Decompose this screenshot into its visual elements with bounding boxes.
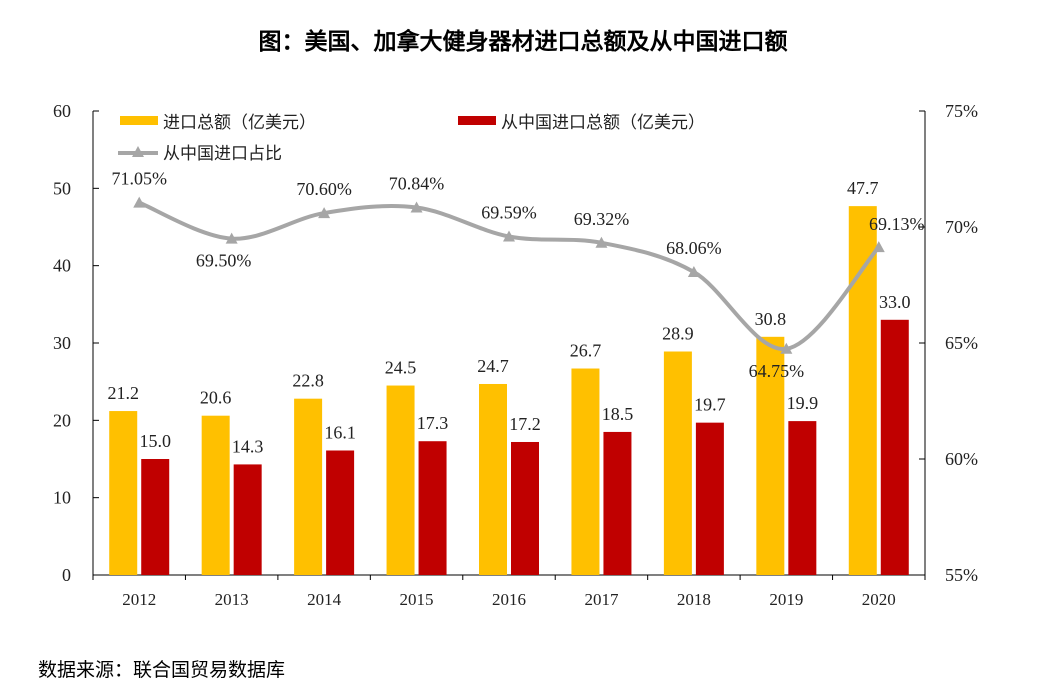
bar-china [141,459,170,575]
x-tick-label: 2016 [492,590,526,609]
bar-label: 19.9 [787,393,819,413]
legend-label-share: 从中国进口占比 [163,144,282,164]
right-tick-label: 70% [945,217,978,237]
bar-total [201,415,230,575]
x-tick-label: 2017 [584,590,619,609]
legend-swatch-total [120,116,158,125]
bar-label: 47.7 [847,178,879,198]
line-marker [503,230,515,242]
line-marker [225,232,238,244]
bar-label: 21.2 [107,383,139,403]
right-tick-label: 65% [945,333,978,353]
line-label: 68.06% [666,238,722,258]
left-tick-label: 50 [53,178,71,198]
left-tick-label: 30 [53,333,71,353]
bar-label: 14.3 [232,436,264,456]
bar-total [756,336,785,575]
right-tick-label: 75% [945,101,978,121]
legend-label-china: 从中国进口总额（亿美元） [501,113,705,133]
left-tick-label: 40 [53,256,71,276]
bar-label: 22.8 [292,371,324,391]
bar-label: 26.7 [570,341,602,361]
line-marker [780,342,793,354]
x-tick-label: 2015 [400,590,434,609]
bar-total [848,206,877,575]
bar-china [603,431,632,575]
bar-total [479,383,507,575]
line-marker [133,196,146,208]
bar-china [788,421,817,575]
line-marker [687,266,700,278]
left-tick-label: 0 [62,565,71,585]
x-tick-label: 2013 [215,590,249,609]
bar-label: 24.7 [477,356,509,376]
bar-china [326,450,355,575]
legend-marker-share [132,146,144,157]
x-tick-label: 2020 [862,590,896,609]
line-label: 64.75% [749,361,805,381]
left-tick-label: 60 [53,101,71,121]
bar-label: 16.1 [324,422,356,442]
bar-total [663,351,692,575]
bar-label: 20.6 [200,388,232,408]
bar-china [233,464,262,575]
bar-label: 24.5 [385,358,417,378]
line-label: 69.50% [196,251,252,271]
source-note: 数据来源：联合国贸易数据库 [38,659,286,681]
chart: 0 10 20 30 40 50 60 55% 60% 65% 70% 75% 2012 2013 2014… [53,101,978,609]
bar-china [695,422,724,575]
line-label: 70.84% [389,174,445,194]
bar-label: 17.2 [509,414,541,434]
bar-label: 19.7 [694,395,726,415]
line-label: 70.60% [296,179,352,199]
line-marker [872,241,885,253]
x-tick-label: 2018 [677,590,711,609]
line-label: 69.59% [481,203,537,223]
x-tick-label: 2019 [769,590,803,609]
bar-label: 15.0 [139,431,171,451]
line-label: 71.05% [111,169,167,189]
bar-label: 18.5 [602,404,634,424]
right-tick-label: 60% [945,449,978,469]
legend-swatch-china [458,116,496,125]
bar-china [511,441,539,575]
chart-title: 图：美国、加拿大健身器材进口总额及从中国进口额 [258,29,788,55]
left-tick-label: 20 [53,410,71,430]
line-label: 69.13% [869,214,925,234]
bar-total [109,411,138,575]
right-tick-label: 55% [945,565,978,585]
line-label: 69.32% [574,209,630,229]
bar-total [386,385,415,575]
legend-label-total: 进口总额（亿美元） [163,113,316,133]
bar-label: 30.8 [755,309,787,329]
bar-total [571,368,600,575]
left-tick-label: 10 [53,488,71,508]
x-tick-label: 2012 [122,590,156,609]
bar-label: 17.3 [417,413,449,433]
bar-label: 28.9 [662,324,694,344]
share-line [138,200,881,351]
bar-label: 33.0 [879,292,911,312]
x-tick-label: 2014 [307,590,342,609]
line-marker [318,207,331,219]
bar-china [418,441,447,575]
bar-total [294,398,323,575]
bar-china [880,319,909,575]
line-marker [595,236,608,248]
line-marker [410,201,423,213]
